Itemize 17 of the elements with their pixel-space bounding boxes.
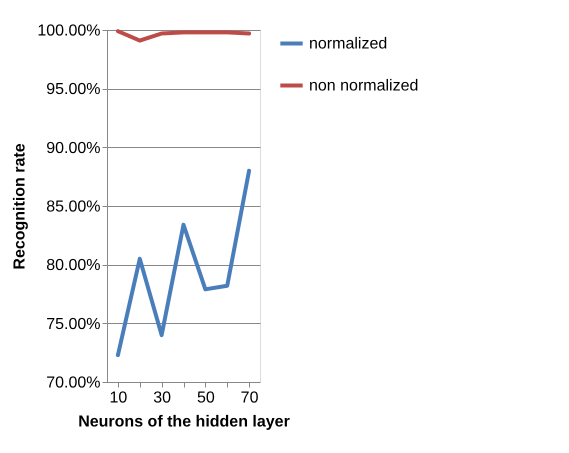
legend-label: non normalized [309,78,418,94]
y-tick-label: 75.00% [46,316,100,333]
legend-label: normalized [309,36,388,52]
x-axis-title: Neurons of the hidden layer [78,414,290,430]
x-tick-label: 10 [110,390,128,406]
y-tick-label: 70.00% [46,374,100,392]
x-tick-label: 50 [196,390,215,406]
x-tick-label: 30 [153,390,172,406]
y-tick-label: 80.00% [46,257,100,274]
y-tick-label: 85.00% [46,198,100,216]
x-tick-label: 70 [240,390,259,406]
y-tick-label: 100.00% [37,22,100,40]
y-tick-label: 95.00% [46,81,100,98]
y-axis-title: Recognition rate [11,143,28,270]
line-series [116,29,252,43]
line-series [116,168,252,358]
y-tick-label: 90.00% [46,140,100,157]
